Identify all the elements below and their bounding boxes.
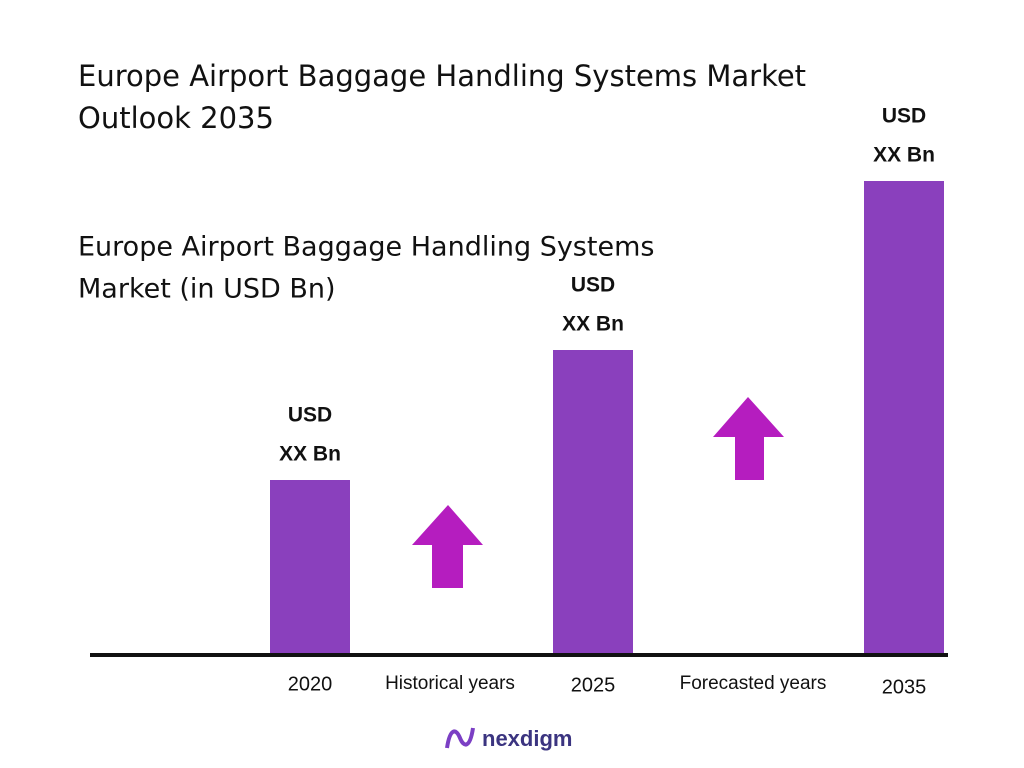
growth-arrow xyxy=(713,397,784,480)
chart-title: Europe Airport Baggage Handling Systems … xyxy=(78,59,806,93)
value-label: XX Bn xyxy=(562,313,624,336)
growth-arrow xyxy=(412,505,483,588)
period-label: Forecasted years xyxy=(680,673,827,694)
chart-subtitle: Europe Airport Baggage Handling Systems xyxy=(78,232,654,263)
brand-logo: nexdigm xyxy=(482,726,572,751)
logo-icon xyxy=(445,727,475,749)
value-label: USD xyxy=(571,274,615,297)
x-tick-label: 2035 xyxy=(882,676,927,698)
value-label: XX Bn xyxy=(873,144,935,167)
value-label: USD xyxy=(882,105,926,128)
value-label: XX Bn xyxy=(279,443,341,466)
x-tick-label: 2025 xyxy=(571,674,616,696)
bar xyxy=(864,181,944,653)
bar xyxy=(270,480,350,653)
period-label: Historical years xyxy=(385,673,515,694)
bar xyxy=(553,350,633,653)
chart-subtitle: Market (in USD Bn) xyxy=(78,274,336,305)
x-tick-label: 2020 xyxy=(288,673,333,695)
chart-title: Outlook 2035 xyxy=(78,101,274,135)
value-label: USD xyxy=(288,404,332,427)
